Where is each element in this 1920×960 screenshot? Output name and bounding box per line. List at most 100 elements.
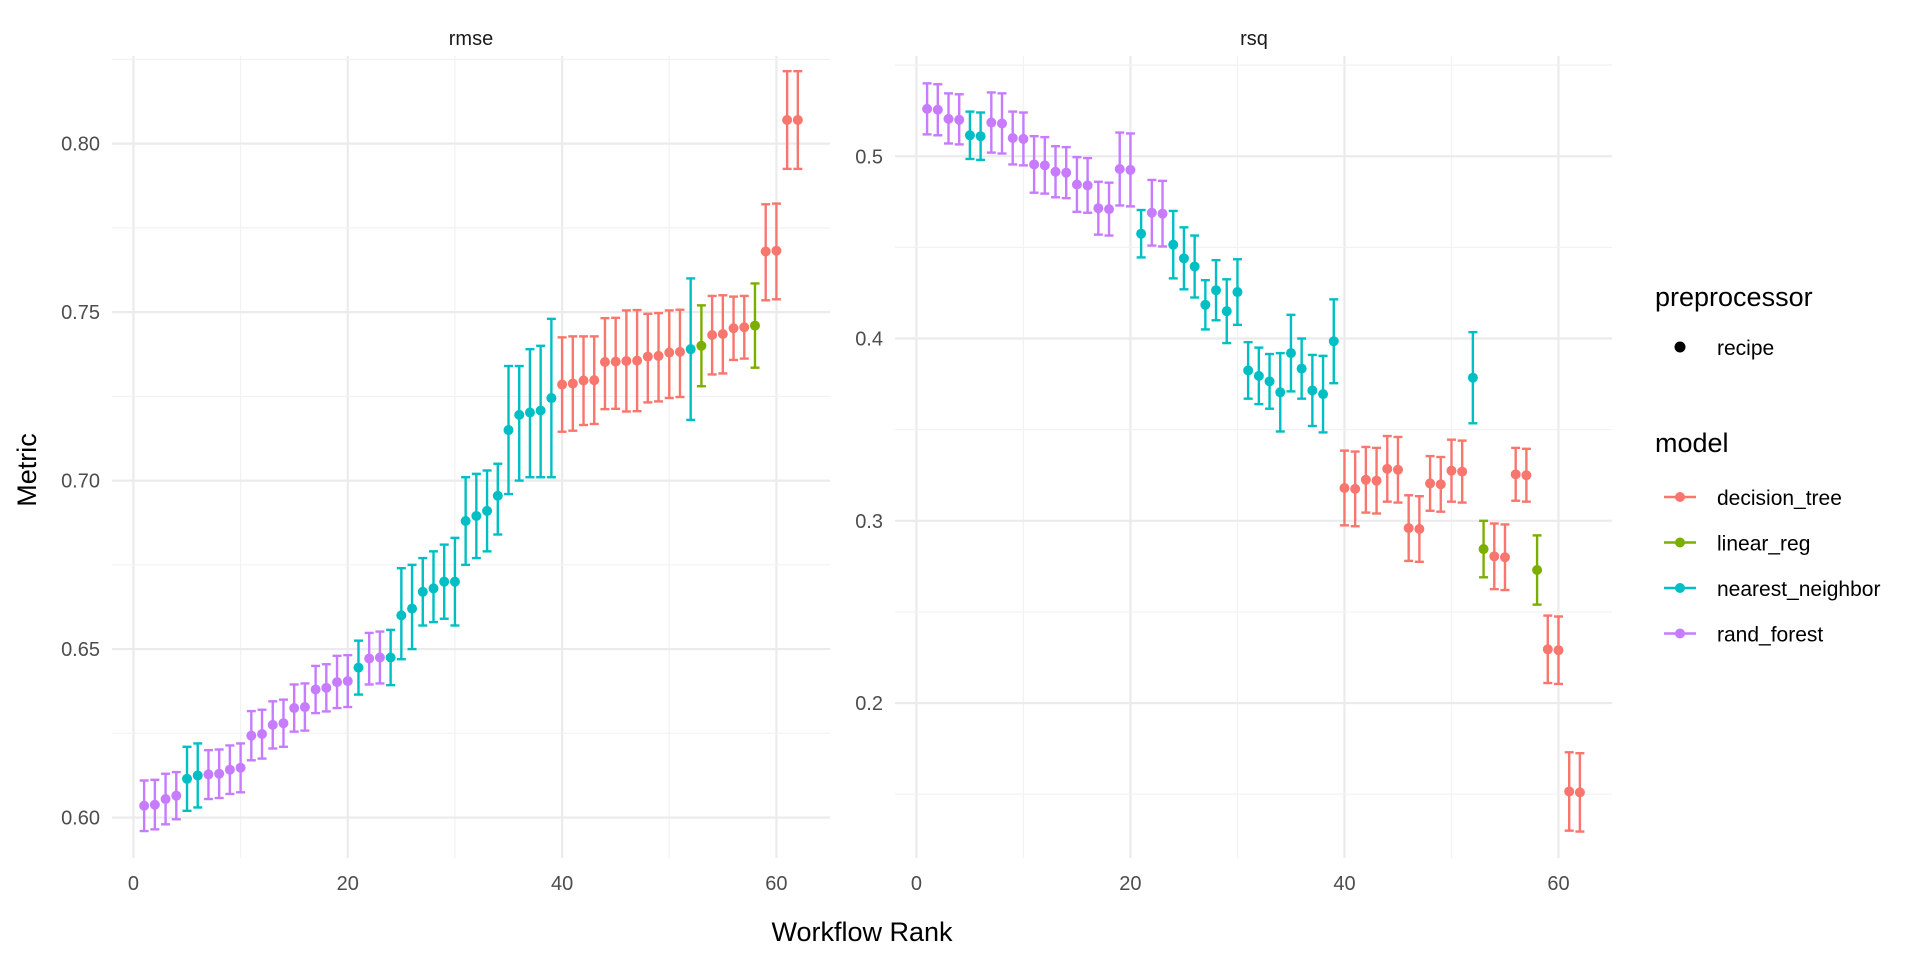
data-point bbox=[289, 703, 300, 714]
data-point bbox=[417, 586, 428, 597]
y-tick-label: 0.80 bbox=[61, 134, 100, 156]
data-point bbox=[1403, 523, 1414, 534]
legend-key-point bbox=[1675, 583, 1685, 593]
y-tick-label: 0.65 bbox=[61, 639, 100, 661]
data-point bbox=[653, 350, 664, 361]
data-point bbox=[1275, 387, 1286, 398]
legend-key-point bbox=[1675, 492, 1685, 502]
data-point bbox=[1457, 466, 1468, 477]
data-point bbox=[707, 330, 718, 341]
data-point bbox=[1211, 285, 1222, 296]
data-point bbox=[1371, 475, 1382, 486]
data-point bbox=[1189, 261, 1200, 272]
data-point bbox=[1146, 207, 1157, 218]
data-point bbox=[964, 130, 975, 141]
legend-label-nearest_neighbor: nearest_neighbor bbox=[1717, 578, 1880, 601]
legend-item-nearest_neighbor: nearest_neighbor bbox=[1664, 578, 1880, 601]
data-point bbox=[182, 773, 193, 784]
data-point bbox=[1425, 478, 1436, 489]
data-point bbox=[1093, 203, 1104, 214]
data-point bbox=[1018, 133, 1029, 144]
data-point bbox=[1296, 363, 1307, 374]
panel-title-rsq: rsq bbox=[1240, 28, 1268, 50]
data-point bbox=[364, 653, 375, 664]
data-point bbox=[482, 505, 493, 516]
data-point bbox=[943, 113, 954, 124]
data-point bbox=[1039, 160, 1050, 171]
data-point bbox=[1521, 470, 1532, 481]
x-tick-label: 60 bbox=[765, 873, 787, 895]
data-point bbox=[321, 682, 332, 693]
data-point bbox=[685, 344, 696, 355]
data-point bbox=[632, 355, 643, 366]
panel-rmse: rmse 0 20 40 60 0.60 0.65 0.70 0.75 0.80 bbox=[61, 28, 830, 895]
legend-label-rand_forest: rand_forest bbox=[1717, 624, 1823, 647]
data-point bbox=[171, 790, 182, 801]
data-point bbox=[1328, 336, 1339, 347]
data-point bbox=[471, 510, 482, 521]
data-point bbox=[192, 770, 203, 781]
panel-title-rmse: rmse bbox=[449, 28, 493, 50]
data-point bbox=[621, 355, 632, 366]
panel-rsq: rsq 0 20 40 60 0.2 0.3 0.4 0.5 bbox=[855, 28, 1612, 895]
data-point bbox=[664, 347, 675, 358]
data-point bbox=[503, 425, 514, 436]
legend: preprocessor recipe model decision_treel… bbox=[1655, 282, 1880, 647]
x-axis-title: Workflow Rank bbox=[771, 917, 953, 947]
data-point bbox=[428, 583, 439, 594]
data-point bbox=[374, 652, 385, 663]
data-point bbox=[610, 356, 621, 367]
data-point bbox=[449, 576, 460, 587]
x-tick-label: 60 bbox=[1547, 873, 1569, 895]
data-point bbox=[1125, 164, 1136, 175]
data-point bbox=[1200, 299, 1211, 310]
error-bar bbox=[514, 364, 524, 482]
data-point bbox=[1253, 370, 1264, 381]
data-point bbox=[396, 610, 407, 621]
data-point bbox=[332, 677, 343, 688]
data-point bbox=[986, 117, 997, 128]
data-point bbox=[1350, 483, 1361, 494]
y-tick-label: 0.60 bbox=[61, 808, 100, 830]
y-tick-label: 0.70 bbox=[61, 471, 100, 493]
legend-key-point bbox=[1675, 537, 1685, 548]
data-point bbox=[1104, 204, 1115, 215]
data-point bbox=[353, 662, 364, 673]
data-point bbox=[997, 118, 1008, 129]
data-marks bbox=[139, 69, 803, 833]
data-point bbox=[1243, 365, 1254, 376]
data-point bbox=[235, 762, 246, 773]
data-point bbox=[1564, 786, 1575, 797]
y-tick-label: 0.5 bbox=[855, 146, 883, 168]
data-point bbox=[760, 246, 771, 257]
data-point bbox=[717, 329, 728, 340]
data-point bbox=[1318, 389, 1329, 400]
data-point bbox=[1382, 463, 1393, 474]
legend-label-decision_tree: decision_tree bbox=[1717, 487, 1842, 510]
gridlines bbox=[112, 56, 830, 858]
x-tick-label: 40 bbox=[551, 873, 573, 895]
x-tick-label: 20 bbox=[1119, 873, 1141, 895]
data-point bbox=[224, 764, 235, 775]
legend-title-model: model bbox=[1655, 428, 1729, 458]
data-point bbox=[1307, 385, 1318, 396]
data-point bbox=[782, 115, 793, 126]
data-point bbox=[1392, 464, 1403, 475]
data-point bbox=[1157, 208, 1168, 219]
data-point bbox=[492, 490, 503, 501]
data-point bbox=[257, 728, 268, 739]
data-point bbox=[246, 730, 257, 741]
data-point bbox=[1136, 228, 1147, 239]
data-point bbox=[1221, 306, 1232, 317]
data-point bbox=[1414, 523, 1425, 534]
data-point bbox=[1553, 645, 1564, 656]
data-point bbox=[139, 800, 150, 811]
legend-key-point bbox=[1675, 628, 1685, 639]
data-point bbox=[460, 516, 471, 527]
data-point bbox=[1232, 287, 1243, 298]
data-point bbox=[749, 320, 760, 331]
data-point bbox=[524, 407, 535, 418]
x-tick-label: 0 bbox=[911, 873, 922, 895]
data-point bbox=[674, 346, 685, 357]
